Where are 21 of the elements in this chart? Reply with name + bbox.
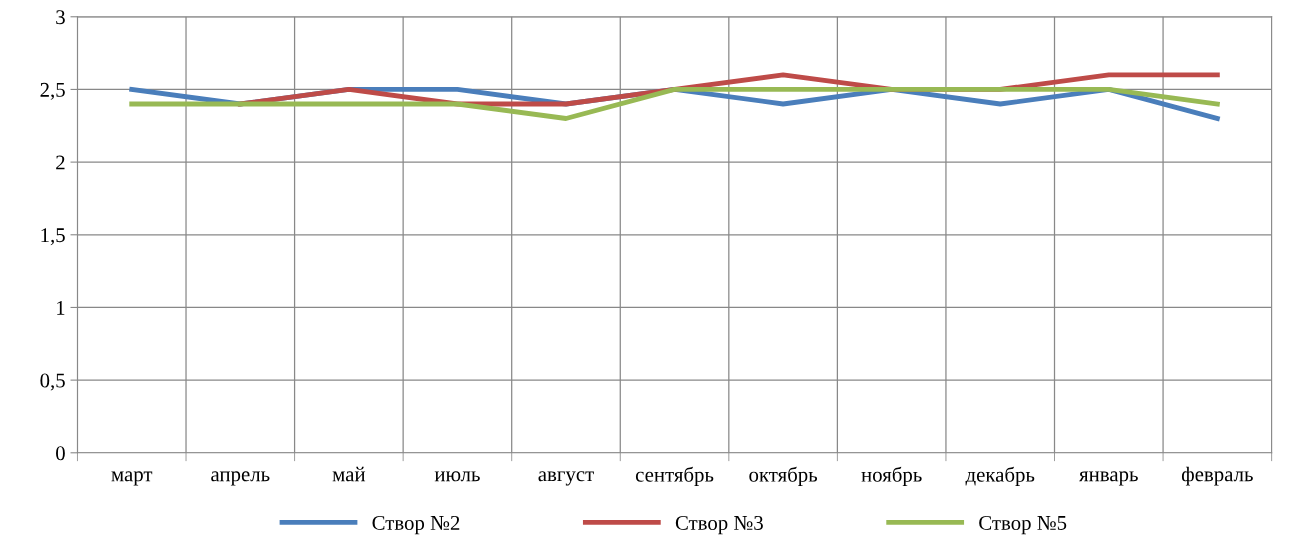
x-tick-label: январь: [1079, 471, 1138, 486]
y-tick-label: 1,5: [41, 228, 65, 246]
legend-label: Створ №2: [372, 515, 460, 535]
y-tick-label: 1: [57, 300, 65, 315]
legend-label: Створ №5: [979, 515, 1067, 535]
x-tick-label: июль: [434, 471, 480, 482]
y-tick-label: 0,5: [40, 373, 65, 391]
x-tick-label: март: [111, 471, 153, 486]
x-tick-label: май: [332, 466, 366, 482]
x-tick-label: декабрь: [965, 466, 1035, 487]
y-tick-label: 2,5: [40, 82, 65, 100]
x-tick-label: сентябрь: [635, 466, 714, 487]
x-tick-label: ноябрь: [861, 466, 922, 487]
x-tick-label: август: [538, 471, 594, 486]
x-tick-label: февраль: [1181, 466, 1253, 486]
legend-label: Створ №3: [675, 515, 763, 535]
y-tick-label: 3: [56, 10, 65, 25]
y-tick-label: 0: [56, 446, 65, 461]
x-tick-label: октябрь: [749, 466, 818, 487]
x-tick-label: апрель: [211, 471, 270, 486]
y-tick-label: 2: [56, 155, 65, 170]
